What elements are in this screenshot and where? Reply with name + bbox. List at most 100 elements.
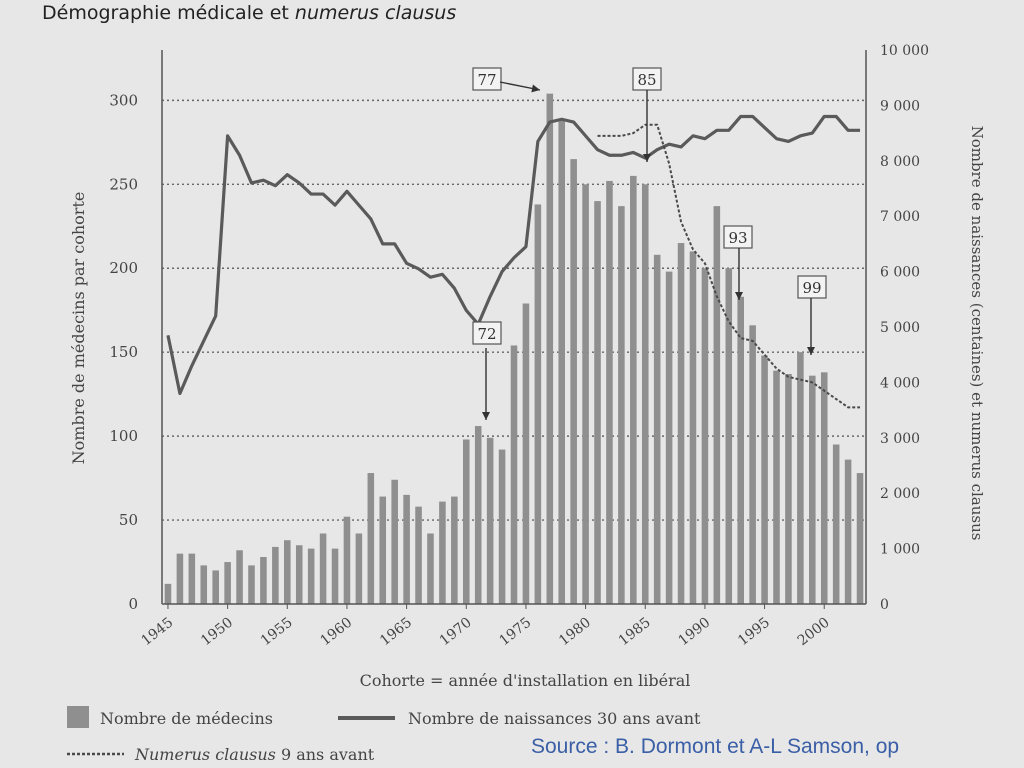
y-right-tick-label: 8 000 bbox=[880, 154, 920, 170]
bar bbox=[582, 184, 589, 604]
bar bbox=[415, 506, 422, 604]
annotation-label: 72 bbox=[477, 325, 496, 343]
bar bbox=[725, 268, 733, 604]
x-axis-label: Cohorte = année d'installation en libéra… bbox=[360, 671, 691, 690]
bar bbox=[618, 206, 625, 605]
annotation-arrowhead bbox=[482, 412, 490, 420]
annotation-box bbox=[472, 67, 502, 91]
bar bbox=[809, 375, 816, 604]
bar bbox=[749, 325, 756, 604]
bar bbox=[355, 533, 363, 604]
bar bbox=[713, 206, 721, 605]
bar bbox=[462, 439, 470, 604]
bar bbox=[260, 556, 267, 604]
bar bbox=[832, 444, 840, 604]
bar bbox=[797, 352, 804, 604]
bar bbox=[331, 548, 339, 604]
x-tick-label: 1960 bbox=[317, 615, 355, 650]
bar bbox=[307, 548, 315, 604]
y-tick-label: 250 bbox=[109, 175, 138, 193]
bar bbox=[284, 540, 291, 604]
bar bbox=[474, 426, 482, 604]
x-tick-label: 1945 bbox=[138, 615, 176, 650]
y-axis-label: Nombre de médecins par cohorte bbox=[69, 192, 88, 465]
annotation-label: 93 bbox=[728, 229, 747, 247]
bar bbox=[236, 550, 243, 604]
x-tick-label: 1975 bbox=[496, 615, 534, 650]
bar bbox=[391, 479, 398, 604]
bar bbox=[367, 473, 375, 604]
bar bbox=[701, 268, 709, 604]
annotations: 77 85 72 93 99 bbox=[472, 67, 827, 420]
y-tick-label: 50 bbox=[119, 511, 138, 529]
y-right-tick-label: 4 000 bbox=[880, 375, 920, 391]
bar bbox=[188, 553, 196, 604]
y-tick-label: 300 bbox=[109, 91, 138, 109]
bar bbox=[522, 303, 530, 604]
annotation-arrowhead bbox=[807, 347, 815, 355]
bar bbox=[224, 562, 231, 604]
bars bbox=[164, 93, 864, 605]
bar bbox=[546, 93, 554, 604]
bar bbox=[451, 496, 458, 604]
bar bbox=[677, 243, 685, 604]
x-tick-label: 1980 bbox=[556, 615, 594, 650]
y-right-tick-label: 6 000 bbox=[880, 265, 920, 281]
bar bbox=[641, 184, 649, 604]
y-right-tick-label: 9 000 bbox=[880, 98, 920, 114]
y-right-tick-label: 10 000 bbox=[880, 43, 929, 59]
y-tick-label: 150 bbox=[109, 343, 138, 361]
bar bbox=[844, 459, 852, 604]
bar bbox=[737, 296, 744, 604]
y-tick-label: 200 bbox=[109, 259, 138, 277]
x-tick-label: 2000 bbox=[795, 615, 833, 650]
bar bbox=[558, 120, 566, 604]
bar bbox=[606, 180, 613, 605]
bar bbox=[212, 570, 219, 604]
annotation-box bbox=[472, 321, 502, 345]
annotation-arrowhead bbox=[735, 292, 743, 300]
bar bbox=[343, 516, 351, 604]
bar bbox=[439, 501, 446, 604]
bar bbox=[594, 201, 601, 604]
annotation-arrowhead bbox=[531, 84, 540, 93]
annotation-box bbox=[797, 275, 827, 299]
lines bbox=[166, 114, 861, 409]
bar bbox=[176, 553, 184, 604]
y-right-tick-label: 5 000 bbox=[880, 320, 920, 336]
bar bbox=[570, 159, 577, 604]
bar bbox=[486, 437, 494, 604]
bar bbox=[379, 496, 387, 604]
bar bbox=[665, 271, 673, 604]
annotation-label: 85 bbox=[637, 71, 656, 89]
x-tick-label: 1970 bbox=[437, 615, 475, 650]
annotation-box bbox=[723, 225, 753, 249]
bar bbox=[319, 533, 327, 604]
annotation-label: 99 bbox=[802, 279, 821, 297]
legend-label-bars: Nombre de médecins bbox=[100, 709, 273, 728]
bar bbox=[510, 345, 518, 604]
legend-label-numerus: Numerus clausus 9 ans avant bbox=[134, 745, 375, 764]
slide-title: Démographie médicale et numerus clausus bbox=[42, 2, 456, 24]
y-right-axis-label: Nombre de naissances (centaines) et nume… bbox=[968, 126, 986, 541]
bar bbox=[856, 473, 864, 604]
source-note: Source : B. Dormont et A-L Samson, op bbox=[531, 735, 900, 758]
bar bbox=[630, 175, 637, 604]
x-tick-label: 1950 bbox=[198, 615, 236, 650]
bar bbox=[785, 374, 792, 604]
bar bbox=[689, 251, 697, 605]
x-tick-label: 1955 bbox=[258, 615, 296, 650]
slide-title-plain: Démographie médicale et bbox=[42, 2, 295, 24]
bar bbox=[248, 565, 255, 604]
bar bbox=[820, 372, 828, 604]
y-right-tick-label: 1 000 bbox=[880, 542, 920, 558]
annotation-arrowhead bbox=[643, 154, 651, 162]
y-right-tick-label: 7 000 bbox=[880, 209, 920, 225]
y-tick-label: 0 bbox=[128, 595, 138, 613]
bar bbox=[295, 545, 303, 604]
bar bbox=[200, 565, 208, 604]
y-right-tick-label: 3 000 bbox=[880, 431, 920, 447]
y-tick-label: 100 bbox=[109, 427, 138, 445]
bar bbox=[427, 533, 434, 604]
